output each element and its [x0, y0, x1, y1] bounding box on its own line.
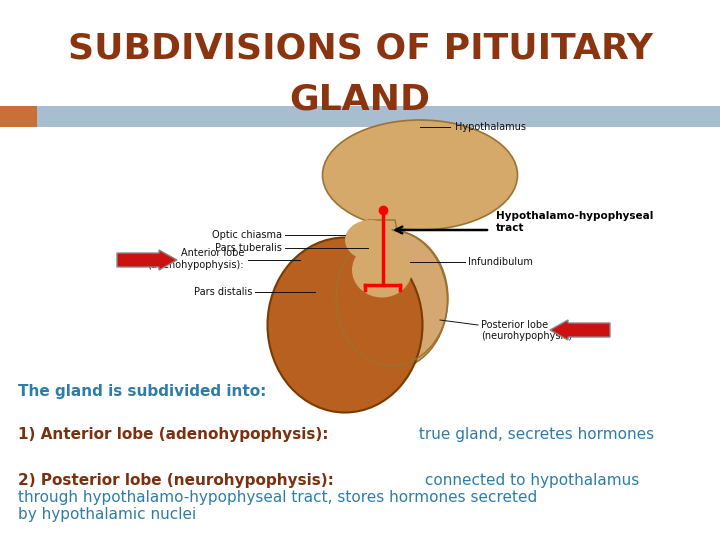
Text: Hypothalamus: Hypothalamus — [455, 122, 526, 132]
Ellipse shape — [333, 230, 448, 370]
Text: GLAND: GLAND — [289, 83, 431, 117]
Ellipse shape — [268, 238, 423, 413]
Text: by hypothalamic nuclei: by hypothalamic nuclei — [18, 507, 197, 522]
Text: (neurohypophysis): (neurohypophysis) — [481, 331, 572, 341]
Text: Posterior lobe: Posterior lobe — [481, 320, 548, 330]
FancyArrow shape — [550, 320, 610, 340]
Text: (adenohypophysis):: (adenohypophysis): — [148, 260, 244, 270]
Text: The gland is subdivided into:: The gland is subdivided into: — [18, 384, 266, 399]
Text: through hypothalamo-hypophyseal tract, stores hormones secreted: through hypothalamo-hypophyseal tract, s… — [18, 490, 537, 504]
Text: connected to hypothalamus: connected to hypothalamus — [420, 472, 639, 488]
Polygon shape — [360, 220, 405, 270]
Text: Pars tuberalis: Pars tuberalis — [215, 243, 282, 253]
Text: Anterior lobe: Anterior lobe — [181, 248, 244, 258]
Text: true gland, secretes hormones: true gland, secretes hormones — [415, 427, 654, 442]
Text: SUBDIVISIONS OF PITUITARY: SUBDIVISIONS OF PITUITARY — [68, 32, 652, 65]
Text: 1) Anterior lobe (adenohypophysis):: 1) Anterior lobe (adenohypophysis): — [18, 427, 328, 442]
Text: Hypothalamo-hypophyseal
tract: Hypothalamo-hypophyseal tract — [496, 211, 653, 233]
FancyArrow shape — [117, 250, 177, 270]
Text: Optic chiasma: Optic chiasma — [212, 230, 282, 240]
Ellipse shape — [352, 242, 412, 298]
Text: Pars distalis: Pars distalis — [194, 287, 252, 297]
Ellipse shape — [345, 220, 395, 260]
Ellipse shape — [323, 120, 518, 230]
Bar — [0, 106, 37, 127]
Text: Infundibulum: Infundibulum — [468, 257, 533, 267]
Text: 2) Posterior lobe (neurohypophysis):: 2) Posterior lobe (neurohypophysis): — [18, 472, 334, 488]
Bar — [0, 106, 720, 127]
